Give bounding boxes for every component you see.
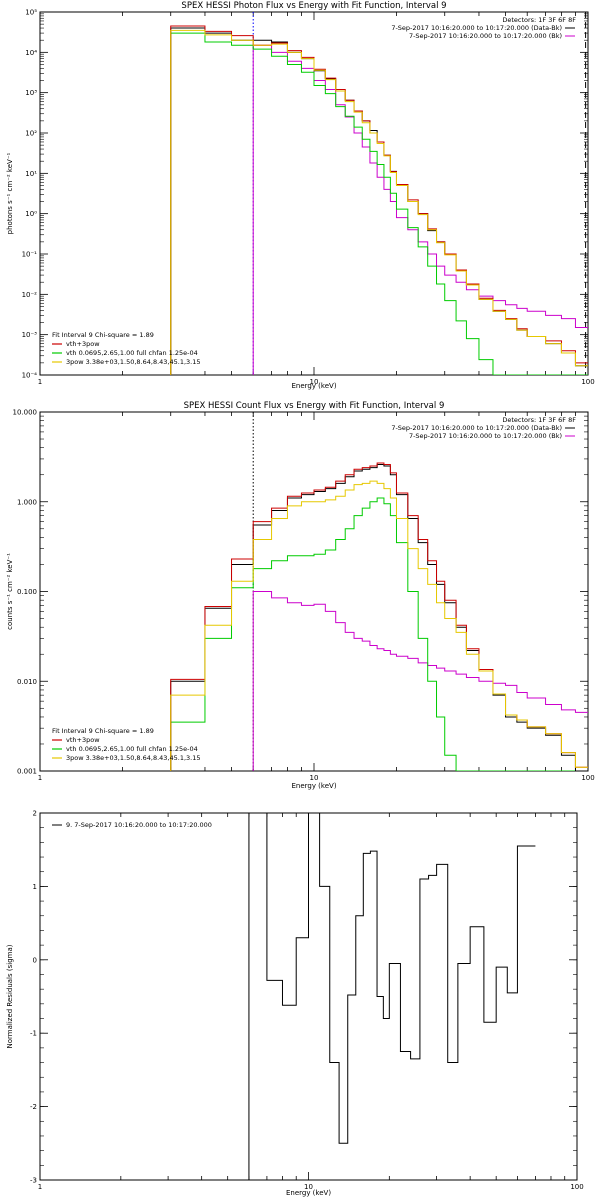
x-axis-label: Energy (keV) [291, 782, 336, 790]
series-line-2 [170, 32, 588, 375]
legend-item: vth+3pow [66, 340, 100, 348]
legend-header: Fit Interval 9 Chi-square = 1.89 [52, 727, 154, 735]
legend-item: 9. 7-Sep-2017 10:16:20.000 to 10:17:20.0… [66, 821, 212, 829]
x-tick-label: 100 [570, 1183, 583, 1191]
chart-title: SPEX HESSI Count Flux vs Energy with Fit… [184, 401, 445, 411]
y-tick-label: -1 [30, 1030, 37, 1038]
legend-item: vth 0.0695,2.65,1.00 full chfan 1.25e-04 [66, 745, 198, 753]
plot-area [248, 813, 536, 1180]
y-tick-label: 0.010 [17, 678, 37, 686]
y-tick-label: 10⁻³ [22, 331, 38, 339]
detectors-header: Detectors: 1F 3F 6F 8F [502, 416, 576, 424]
series-line-2 [170, 497, 588, 771]
y-tick-label: 10⁴ [25, 49, 37, 57]
y-tick-label: -2 [30, 1103, 37, 1111]
detectors-item: 7-Sep-2017 10:16:20.000 to 10:17:20.000 … [391, 424, 562, 432]
y-tick-label: 0.001 [17, 768, 37, 776]
detectors-item: 7-Sep-2017 10:16:20.000 to 10:17:20.000 … [391, 24, 562, 32]
series-line-1 [170, 25, 588, 375]
y-tick-label: 10⁵ [25, 9, 37, 17]
series-line-1 [170, 462, 588, 771]
y-tick-label: 10⁰ [25, 210, 37, 218]
legend-item: 3pow 3.38e+03,1.50,8.64,8.43,45.1,3.15 [66, 754, 201, 762]
y-tick-label: 0.100 [17, 588, 37, 596]
series-line-3 [170, 480, 588, 771]
y-tick-label: 10⁻¹ [22, 251, 38, 259]
legend-item: vth+3pow [66, 736, 100, 744]
series-line-4 [252, 591, 588, 771]
detectors-item: 7-Sep-2017 10:16:20.000 to 10:17:20.000 … [409, 32, 562, 40]
photon-flux-chart: SPEX HESSI Photon Flux vs Energy with Fi… [6, 1, 595, 390]
legend-header: Fit Interval 9 Chi-square = 1.89 [52, 331, 154, 339]
series-line-0 [248, 813, 536, 1144]
x-tick-label: 1 [38, 378, 42, 386]
plot-area [170, 412, 588, 771]
x-tick-label: 1 [38, 774, 42, 782]
x-tick-label: 100 [581, 774, 594, 782]
y-tick-label: 10³ [25, 89, 37, 97]
chart-title: SPEX HESSI Photon Flux vs Energy with Fi… [181, 1, 446, 11]
y-axis-label: Normalized Residuals (sigma) [6, 944, 14, 1048]
y-tick-label: 10.000 [13, 409, 38, 417]
y-tick-label: 10¹ [25, 170, 37, 178]
series-line-0 [170, 464, 588, 771]
x-tick-label: 10 [310, 774, 319, 782]
series-line-0 [170, 27, 588, 375]
x-tick-label: 100 [581, 378, 594, 386]
y-tick-label: 10⁻⁴ [22, 372, 38, 380]
x-axis-label: Energy (keV) [286, 1189, 331, 1197]
x-axis-label: Energy (keV) [291, 382, 336, 390]
y-tick-label: 10⁻² [22, 291, 38, 299]
y-axis-label: photons s⁻¹ cm⁻² keV⁻¹ [6, 152, 14, 234]
legend-item: 3pow 3.38e+03,1.50,8.64,8.43,45.1,3.15 [66, 358, 201, 366]
legend-item: vth 0.0695,2.65,1.00 full chfan 1.25e-04 [66, 349, 198, 357]
detectors-header: Detectors: 1F 3F 6F 8F [502, 16, 576, 24]
x-tick-label: 10 [310, 378, 319, 386]
series-line-4 [252, 44, 588, 375]
y-tick-label: 1 [33, 883, 37, 891]
series-line-3 [170, 29, 588, 375]
x-tick-label: 1 [38, 1183, 42, 1191]
plot-area [170, 12, 588, 375]
y-tick-label: -3 [30, 1177, 37, 1185]
y-tick-label: 0 [33, 956, 37, 964]
x-tick-label: 10 [304, 1183, 313, 1191]
y-tick-label: 2 [33, 810, 37, 818]
y-tick-label: 1.000 [17, 498, 37, 506]
y-axis-label: counts s⁻¹ cm⁻² keV⁻¹ [6, 553, 14, 630]
residuals-chart: 1 10 100 Energy (keV) -3 -2 -1 0 1 2 Normalized Re… [6, 810, 584, 1198]
count-flux-chart: SPEX HESSI Count Flux vs Energy with Fit… [6, 401, 595, 790]
detectors-item: 7-Sep-2017 10:16:20.000 to 10:17:20.000 … [409, 432, 562, 440]
y-tick-label: 10² [25, 130, 37, 138]
